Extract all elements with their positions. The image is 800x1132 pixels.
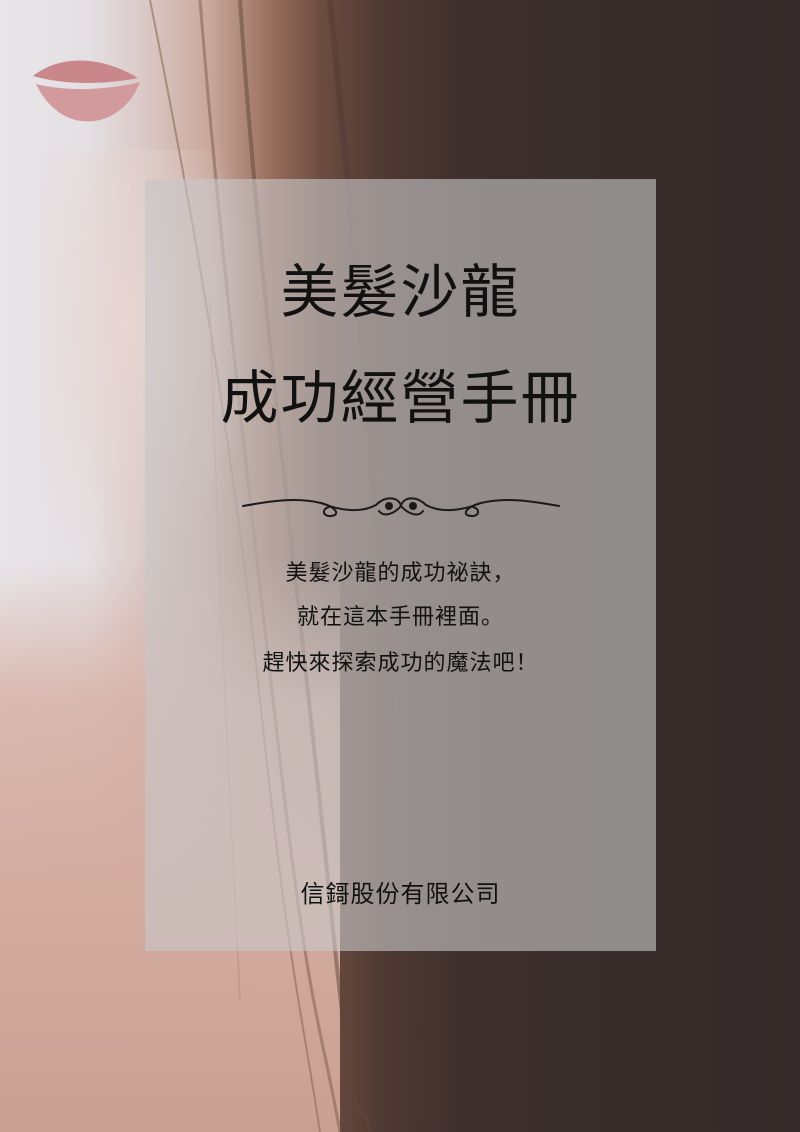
tagline-line-1: 美髮沙龍的成功祕訣， xyxy=(285,561,516,586)
tagline-line-3: 趕快來探索成功的魔法吧！ xyxy=(262,651,539,676)
title-line-2: 成功經營手冊 xyxy=(220,364,581,432)
lips-illustration xyxy=(33,60,140,122)
title-line-1: 美髮沙龍 xyxy=(280,258,521,326)
cover-panel: 美髮沙龍 成功經營手冊 美髮沙龍的成功祕訣， 就在這本手冊裡面。 趕快來探索成功… xyxy=(145,179,656,951)
tagline-line-2: 就在這本手冊裡面。 xyxy=(296,605,504,630)
flourish-divider-icon xyxy=(242,497,560,518)
company-name: 信鎶股份有限公司 xyxy=(300,880,501,908)
